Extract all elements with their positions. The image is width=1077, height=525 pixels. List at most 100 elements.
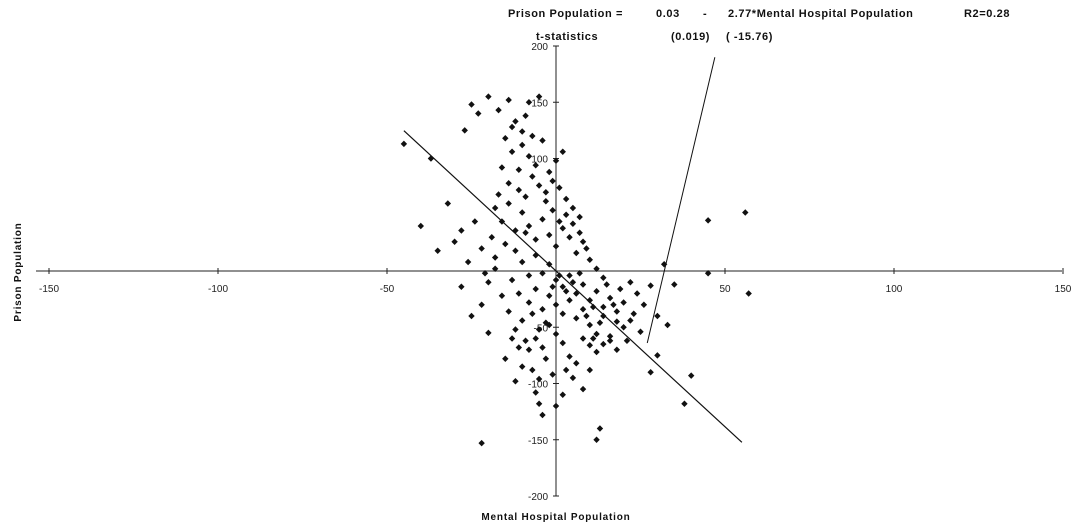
data-point — [515, 186, 523, 194]
equation-slope-term: 2.77*Mental Hospital Population — [728, 8, 914, 20]
data-point — [502, 135, 509, 142]
data-point — [505, 96, 512, 104]
data-point — [508, 276, 516, 284]
x-tick-label: 150 — [1055, 284, 1072, 295]
data-point — [495, 106, 502, 114]
data-point — [495, 191, 502, 198]
y-tick-label: -200 — [528, 492, 548, 503]
data-point — [600, 340, 607, 348]
data-point — [589, 303, 597, 311]
data-point — [579, 385, 587, 393]
data-point — [556, 184, 563, 191]
data-point — [529, 310, 536, 317]
data-point — [505, 308, 512, 315]
y-tick-label: -100 — [528, 380, 548, 391]
data-point — [549, 283, 556, 290]
y-tick-label: 100 — [531, 155, 548, 166]
data-point — [525, 272, 533, 279]
data-point — [532, 389, 539, 396]
data-point — [627, 279, 634, 286]
data-point — [559, 225, 566, 232]
data-point — [481, 270, 489, 277]
data-point — [519, 317, 526, 324]
data-point — [556, 218, 563, 225]
data-points — [400, 93, 752, 447]
data-point — [542, 198, 550, 205]
data-point — [542, 355, 550, 362]
data-point — [519, 363, 526, 370]
regression-line — [403, 130, 743, 443]
data-point — [688, 372, 695, 379]
y-tick-label: 150 — [531, 98, 548, 109]
x-axis-title: Mental Hospital Population — [481, 512, 630, 523]
data-point — [593, 348, 600, 356]
lines — [403, 57, 743, 443]
data-point — [589, 335, 597, 342]
data-point — [586, 297, 593, 304]
data-point — [546, 168, 553, 176]
data-point — [566, 297, 573, 304]
data-point — [519, 258, 526, 266]
data-point — [525, 99, 533, 106]
data-point — [600, 303, 607, 311]
data-point — [606, 333, 614, 340]
data-point — [562, 195, 570, 203]
data-point — [569, 220, 577, 227]
data-point — [539, 306, 546, 313]
data-point — [512, 326, 519, 333]
data-point — [522, 193, 529, 200]
data-point — [471, 218, 479, 225]
data-point — [427, 155, 435, 162]
data-point — [505, 200, 512, 207]
data-point — [579, 335, 587, 342]
data-point — [519, 209, 526, 216]
data-point — [660, 261, 668, 268]
data-point — [549, 177, 556, 185]
data-point — [458, 227, 465, 234]
data-point — [546, 231, 553, 239]
data-point — [586, 321, 593, 329]
data-point — [539, 137, 546, 144]
data-point — [647, 369, 654, 376]
data-point — [613, 308, 621, 315]
data-point — [610, 301, 617, 308]
data-point — [552, 330, 560, 338]
data-point — [742, 209, 749, 216]
x-tick-label: -100 — [208, 284, 228, 295]
data-point — [512, 118, 519, 125]
data-point — [562, 366, 570, 374]
data-point — [559, 283, 566, 290]
data-point — [519, 128, 526, 135]
data-point — [617, 285, 624, 293]
data-point — [549, 207, 556, 214]
data-point — [593, 436, 600, 443]
data-point — [434, 247, 441, 254]
data-point — [535, 93, 543, 100]
axes — [36, 45, 1064, 497]
data-point — [620, 299, 627, 306]
data-point — [593, 265, 600, 272]
data-point — [529, 132, 536, 140]
data-point — [573, 360, 580, 367]
data-point — [478, 301, 485, 308]
x-tick-label: -150 — [39, 284, 59, 295]
data-point — [552, 402, 560, 410]
data-point — [542, 189, 550, 196]
data-point — [468, 101, 475, 108]
data-point — [556, 272, 563, 279]
data-point — [593, 330, 600, 338]
data-point — [566, 353, 573, 360]
data-point — [539, 216, 546, 223]
data-point — [542, 319, 550, 326]
data-point — [539, 411, 546, 419]
data-point — [704, 217, 712, 224]
data-point — [512, 378, 519, 385]
data-point — [600, 274, 607, 281]
data-point — [573, 249, 580, 257]
data-point — [502, 355, 509, 362]
data-point — [505, 180, 512, 187]
data-point — [613, 318, 621, 325]
data-point — [559, 391, 566, 398]
data-point — [579, 306, 587, 313]
